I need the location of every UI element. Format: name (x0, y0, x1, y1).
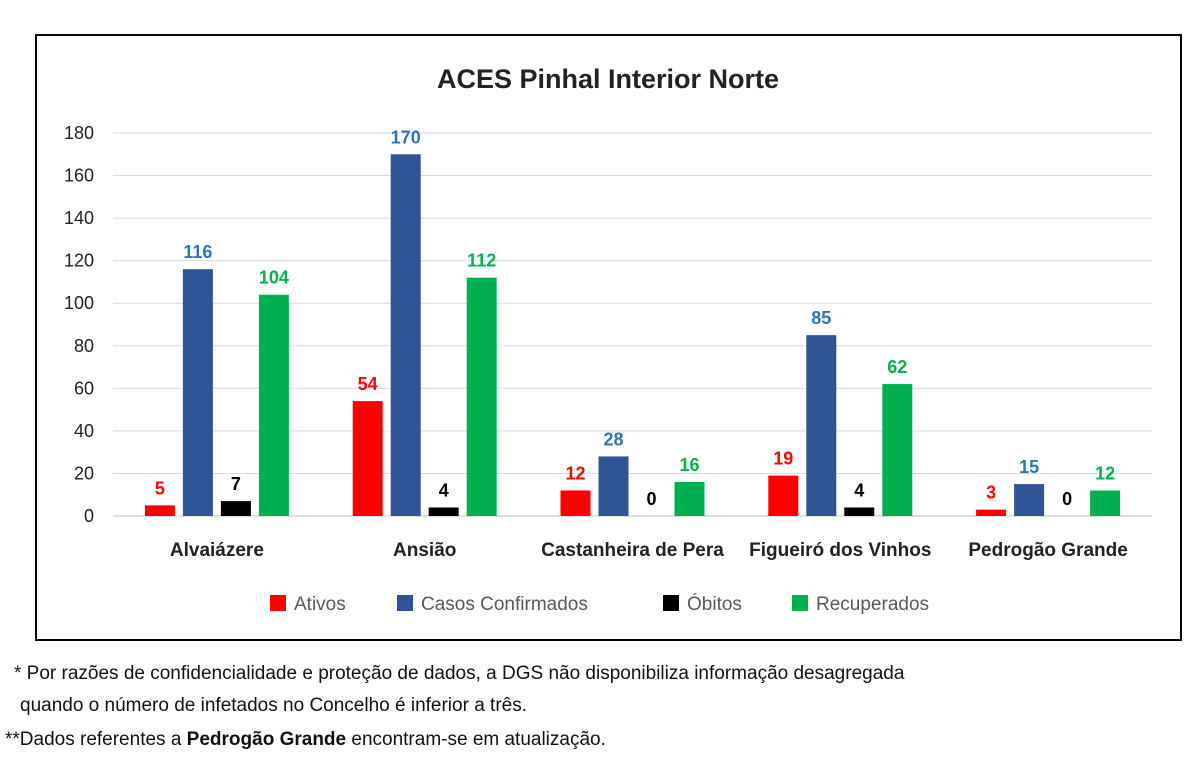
bar (220, 501, 251, 516)
y-tick-label: 160 (64, 166, 94, 186)
bar (674, 481, 705, 516)
footnote-line-1: * Por razões de confidencialidade e prot… (14, 663, 905, 684)
data-label: 4 (439, 480, 449, 500)
x-tick-label: Alvaiázere (170, 540, 264, 561)
bar (768, 475, 799, 516)
bar (844, 507, 875, 516)
x-tick-label: Figueiró dos Vinhos (749, 540, 931, 561)
y-tick-label: 100 (64, 293, 94, 313)
data-label: 3 (986, 483, 996, 503)
data-label: 116 (183, 242, 212, 262)
footnote-line-3-prefix: **Dados referentes a (5, 729, 187, 750)
y-tick-label: 120 (64, 251, 94, 271)
chart-frame (35, 34, 1182, 641)
legend-label: Ativos (294, 594, 346, 615)
data-label: 0 (1062, 489, 1072, 509)
data-label: 19 (773, 449, 793, 469)
footnote-line-3-bold: Pedrogão Grande (186, 729, 347, 750)
footnote-confidentiality: * Por razões de confidencialidade e prot… (14, 663, 904, 685)
bar (182, 269, 213, 516)
bar (882, 384, 913, 516)
y-tick-label: 60 (74, 378, 94, 398)
y-tick-label: 140 (64, 208, 94, 228)
y-tick-label: 180 (64, 123, 94, 143)
footnote-confidentiality-cont: quando o número de infetados no Concelho… (20, 695, 527, 717)
chart-title: ACES Pinhal Interior Norte (437, 64, 779, 94)
bar (560, 490, 591, 516)
legend-label: Casos Confirmados (421, 594, 588, 615)
footnote-line-3-suffix: encontram-se em atualização. (346, 729, 606, 750)
data-label: 104 (259, 268, 289, 288)
y-tick-label: 20 (74, 463, 94, 483)
legend-swatch (270, 595, 286, 611)
legend-swatch (663, 595, 679, 611)
bar (352, 401, 383, 516)
legend-swatch (792, 595, 808, 611)
legend-label: Óbitos (687, 593, 742, 615)
x-tick-label: Pedrogão Grande (968, 540, 1127, 561)
y-tick-label: 0 (84, 506, 94, 526)
footnote-update: **Dados referentes a Pedrogão Grande enc… (5, 729, 606, 751)
data-label: 0 (646, 489, 656, 509)
y-tick-label: 80 (74, 336, 94, 356)
bar (1014, 484, 1045, 516)
bar (390, 154, 421, 516)
bar (598, 456, 629, 516)
data-label: 12 (565, 463, 585, 483)
data-label: 62 (887, 357, 907, 377)
bar (976, 509, 1007, 516)
data-label: 170 (391, 127, 421, 147)
bar (1090, 490, 1121, 516)
data-label: 15 (1019, 457, 1039, 477)
data-label: 112 (467, 251, 496, 271)
footnote-line-2: quando o número de infetados no Concelho… (20, 695, 527, 716)
data-label: 85 (811, 308, 831, 328)
data-label: 12 (1095, 463, 1115, 483)
data-label: 7 (231, 474, 241, 494)
bar (428, 507, 459, 516)
legend-swatch (397, 595, 413, 611)
x-tick-label: Castanheira de Pera (541, 540, 724, 561)
bar (258, 294, 289, 516)
bar (144, 505, 175, 516)
data-label: 28 (603, 429, 623, 449)
y-tick-label: 40 (74, 421, 94, 441)
data-label: 5 (155, 478, 165, 498)
bar (466, 277, 497, 516)
data-label: 4 (854, 480, 864, 500)
bar (806, 335, 837, 516)
legend-label: Recuperados (816, 594, 929, 615)
x-tick-label: Ansião (393, 540, 456, 561)
data-label: 16 (679, 455, 699, 475)
data-label: 54 (358, 374, 378, 394)
